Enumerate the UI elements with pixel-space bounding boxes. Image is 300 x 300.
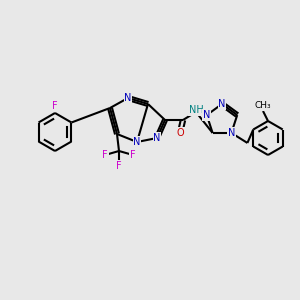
Text: N: N xyxy=(153,133,161,143)
Text: N: N xyxy=(228,128,235,138)
Text: N: N xyxy=(218,99,226,109)
Text: N: N xyxy=(124,93,132,103)
Text: CH₃: CH₃ xyxy=(255,101,271,110)
Text: F: F xyxy=(102,150,108,160)
Text: N: N xyxy=(203,110,211,120)
Text: F: F xyxy=(116,161,122,171)
Text: NH: NH xyxy=(189,105,203,115)
Text: N: N xyxy=(133,137,141,147)
Text: F: F xyxy=(52,101,58,111)
Text: O: O xyxy=(176,128,184,138)
Text: F: F xyxy=(130,150,136,160)
